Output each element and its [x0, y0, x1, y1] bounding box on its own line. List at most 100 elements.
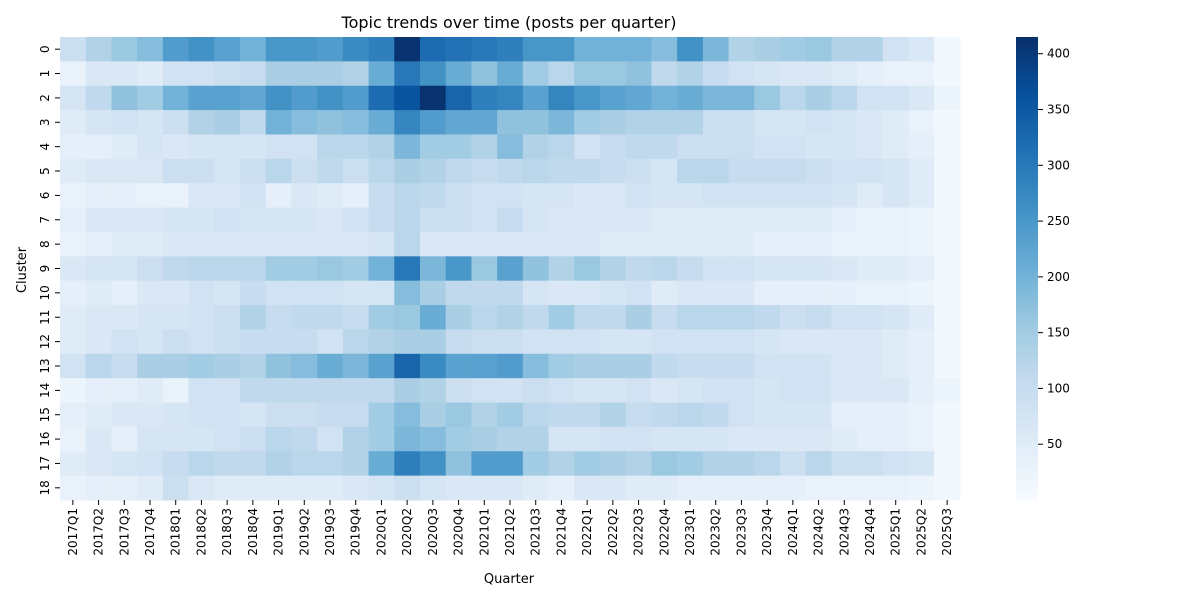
heatmap-cell	[85, 110, 112, 135]
heatmap-cell	[934, 158, 961, 184]
x-tick-label: 2020Q2	[400, 508, 414, 556]
heatmap-cell	[831, 305, 858, 330]
heatmap-cell	[368, 61, 395, 87]
heatmap-cell	[908, 280, 935, 306]
heatmap-cell	[111, 378, 138, 404]
heatmap-cell	[702, 158, 730, 184]
heatmap-cell	[420, 329, 447, 355]
heatmap-cell	[111, 207, 138, 233]
heatmap-cell	[728, 426, 755, 452]
heatmap-cell	[625, 475, 652, 501]
heatmap-cell	[317, 378, 344, 404]
heatmap-cell	[780, 183, 807, 209]
heatmap-cell	[471, 134, 498, 160]
heatmap-cell	[317, 402, 344, 428]
heatmap-cell	[857, 158, 884, 184]
heatmap-cell	[548, 134, 575, 160]
heatmap-cell	[85, 329, 112, 355]
heatmap-cell	[651, 378, 678, 404]
x-tick-label: 2017Q3	[117, 508, 131, 556]
heatmap-cell	[445, 402, 472, 428]
heatmap-cell	[240, 158, 267, 184]
heatmap-cell	[934, 183, 961, 209]
heatmap-cell	[85, 158, 112, 184]
heatmap-cell	[420, 256, 447, 282]
heatmap-cell	[368, 475, 395, 501]
heatmap-cell	[728, 158, 755, 184]
heatmap-cell	[857, 37, 884, 62]
heatmap-cell	[677, 451, 704, 477]
heatmap-cell	[60, 207, 87, 233]
heatmap-cell	[420, 183, 447, 209]
heatmap-cell	[805, 61, 832, 87]
heatmap-cell	[702, 329, 730, 355]
heatmap-cell	[85, 134, 112, 160]
heatmap-cell	[162, 329, 190, 355]
heatmap-cell	[394, 329, 421, 355]
heatmap-cell	[137, 378, 164, 404]
heatmap-cell	[188, 280, 215, 306]
heatmap-cell	[60, 61, 87, 87]
heatmap-cell	[111, 110, 138, 135]
heatmap-cell	[317, 256, 344, 282]
heatmap-cell	[702, 231, 730, 257]
heatmap-cell	[111, 231, 138, 257]
heatmap-cell	[111, 329, 138, 355]
y-tick-label: 16	[38, 431, 52, 446]
heatmap-cell	[162, 85, 190, 111]
heatmap-cell	[137, 305, 164, 330]
heatmap-cell	[111, 280, 138, 306]
heatmap-cell	[60, 329, 87, 355]
heatmap-cell	[548, 207, 575, 233]
x-tick-label: 2021Q1	[477, 508, 491, 556]
heatmap-cell	[240, 329, 267, 355]
heatmap-cell	[394, 158, 421, 184]
heatmap-cell	[522, 280, 550, 306]
heatmap-cell	[728, 353, 755, 379]
heatmap-cell	[857, 207, 884, 233]
heatmap-cell	[317, 426, 344, 452]
heatmap-cell	[60, 475, 87, 501]
heatmap-cell	[908, 110, 935, 135]
y-tick-label: 13	[38, 358, 52, 373]
heatmap-cell	[420, 305, 447, 330]
heatmap-cell	[445, 183, 472, 209]
x-tick-label: 2020Q1	[374, 508, 388, 556]
heatmap-cell	[368, 378, 395, 404]
heatmap-cell	[445, 85, 472, 111]
heatmap-cell	[420, 207, 447, 233]
heatmap-cell	[857, 280, 884, 306]
heatmap-cell	[60, 305, 87, 330]
heatmap-cell	[574, 451, 601, 477]
heatmap-cell	[265, 183, 292, 209]
heatmap-cell	[420, 426, 447, 452]
heatmap-cell	[368, 183, 395, 209]
heatmap-cell	[85, 426, 112, 452]
heatmap-cell	[831, 207, 858, 233]
heatmap-cell	[291, 378, 318, 404]
heatmap-cell	[574, 207, 601, 233]
heatmap-cell	[677, 110, 704, 135]
heatmap-cell	[471, 110, 498, 135]
heatmap-cell	[908, 85, 935, 111]
heatmap-cell	[317, 280, 344, 306]
heatmap-cell	[471, 183, 498, 209]
heatmap-cell	[548, 378, 575, 404]
colorbar-tick-label: 400	[1047, 47, 1070, 61]
heatmap-cell	[394, 134, 421, 160]
heatmap-cell	[754, 110, 781, 135]
heatmap-cell	[497, 426, 524, 452]
heatmap-cell	[702, 134, 730, 160]
heatmap-cell	[240, 110, 267, 135]
heatmap-cell	[677, 402, 704, 428]
heatmap-cell	[471, 207, 498, 233]
heatmap-cell	[574, 85, 601, 111]
heatmap-cell	[651, 451, 678, 477]
heatmap-cell	[805, 134, 832, 160]
heatmap-cell	[934, 207, 961, 233]
heatmap-cell	[60, 37, 87, 62]
x-tick-label: 2023Q2	[709, 508, 723, 556]
heatmap-cell	[600, 426, 627, 452]
heatmap-cell	[342, 426, 370, 452]
x-tick-label: 2018Q4	[246, 508, 260, 556]
